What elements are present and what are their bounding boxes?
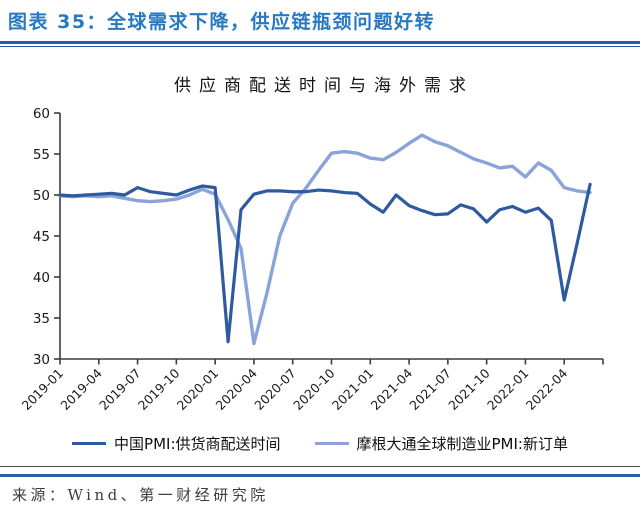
y-tick-label: 30 (33, 352, 50, 368)
series-line-china-pmi (58, 182, 592, 344)
x-tick-label: 2020-01 (174, 366, 222, 414)
y-tick-label: 35 (33, 311, 50, 327)
y-tick-label: 45 (33, 229, 50, 245)
footer-divider-blue (0, 474, 640, 477)
legend-item-global-pmi: 摩根大通全球制造业PMI:新订单 (314, 433, 568, 454)
legend-label-china-pmi: 中国PMI:供货商配送时间 (114, 435, 281, 453)
footer-divider-thin (0, 466, 640, 467)
x-tick-label: 2021-01 (329, 366, 377, 414)
x-tick-label: 2020-04 (213, 365, 261, 413)
x-tick-label: 2022-04 (523, 365, 571, 413)
x-tick-label: 2019-10 (135, 365, 183, 413)
source-note: 来源：Wind、第一财经研究院 (12, 486, 269, 504)
x-tick-label: 2019-04 (57, 365, 105, 413)
y-tick-label: 60 (33, 106, 50, 122)
x-tick-label: 2020-07 (251, 366, 299, 414)
series-line-global-pmi (58, 133, 592, 346)
legend-swatch-global-pmi (314, 442, 349, 445)
x-tick-label: 2021-10 (445, 365, 493, 413)
x-tick-label: 2020-10 (290, 365, 338, 413)
x-tick-label: 2021-07 (406, 366, 454, 414)
y-tick-label: 40 (33, 270, 50, 286)
legend-label-global-pmi: 摩根大通全球制造业PMI:新订单 (356, 435, 568, 453)
figure-caption: 图表 35：全球需求下降，供应链瓶颈问题好转 (8, 11, 436, 33)
chart-title: 供应商配送时间与海外需求 (174, 76, 474, 96)
y-tick-label: 50 (33, 188, 50, 204)
x-tick-label: 2019-01 (19, 366, 67, 414)
x-tick-label: 2022-01 (484, 366, 532, 414)
header-divider-thick (0, 41, 640, 44)
y-tick-label: 55 (33, 147, 50, 163)
x-tick-label: 2021-04 (368, 365, 416, 413)
chart-legend: 中国PMI:供货商配送时间 摩根大通全球制造业PMI:新订单 (0, 433, 640, 454)
header-divider-thin (0, 46, 640, 47)
legend-swatch-china-pmi (72, 442, 107, 445)
x-tick-label: 2019-07 (96, 366, 144, 414)
legend-item-china-pmi: 中国PMI:供货商配送时间 (72, 433, 281, 454)
line-chart-plot: 30 35 40 45 50 55 60 2019-012019-042019-072019-… (19, 106, 604, 414)
